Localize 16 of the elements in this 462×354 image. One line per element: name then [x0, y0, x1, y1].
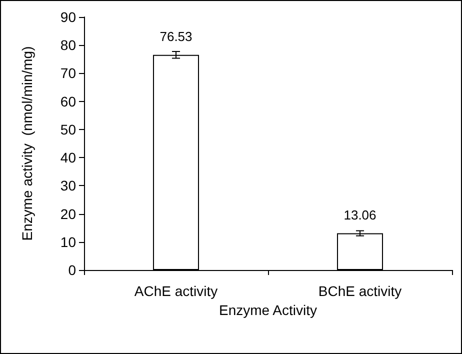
x-axis-title: Enzyme Activity — [218, 302, 318, 318]
y-tick-label: 70 — [60, 65, 76, 82]
y-tick-label: 90 — [60, 9, 76, 25]
y-tick-label: 40 — [60, 150, 76, 166]
y-tick-label: 60 — [60, 93, 76, 110]
y-tick-label: 0 — [68, 262, 76, 278]
data-label: 13.06 — [344, 207, 376, 222]
y-axis-title: Enzyme activity (nmol/min/mg) — [19, 46, 35, 241]
x-tick-label: AChE activity — [134, 283, 218, 299]
y-tick-label: 30 — [60, 178, 76, 194]
y-tick-label: 10 — [60, 234, 76, 250]
data-label: 76.53 — [160, 28, 192, 44]
y-tick-label: 20 — [60, 206, 76, 222]
x-tick-label: BChE activity — [318, 283, 402, 299]
y-tick-label: 80 — [60, 37, 76, 54]
y-tick-label: 50 — [60, 121, 76, 138]
